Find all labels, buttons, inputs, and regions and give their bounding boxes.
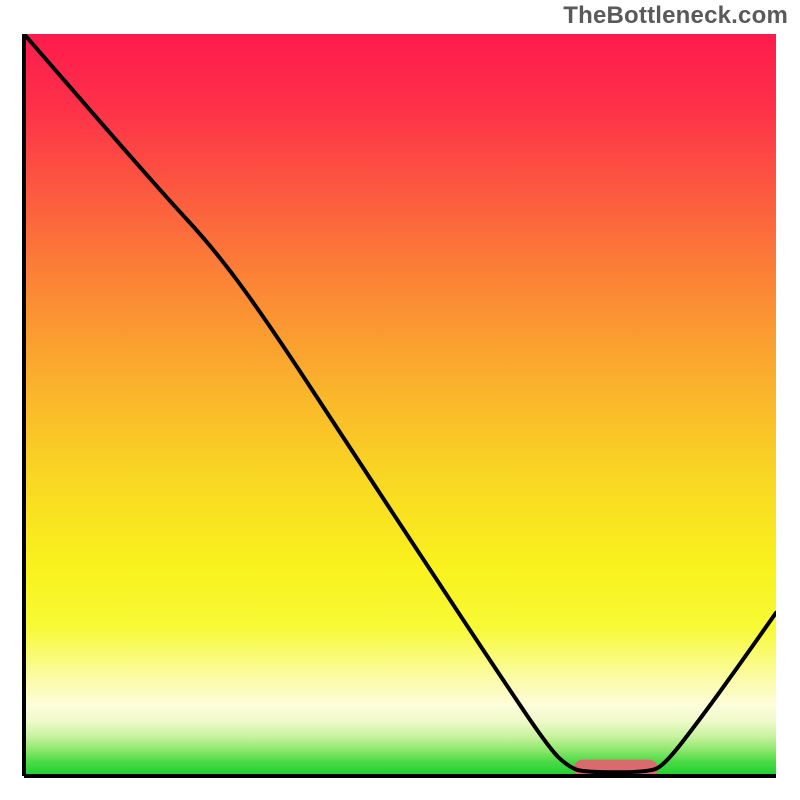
watermark-text: TheBottleneck.com — [563, 2, 788, 30]
gradient-background — [24, 34, 776, 776]
bottleneck-chart — [0, 0, 800, 800]
